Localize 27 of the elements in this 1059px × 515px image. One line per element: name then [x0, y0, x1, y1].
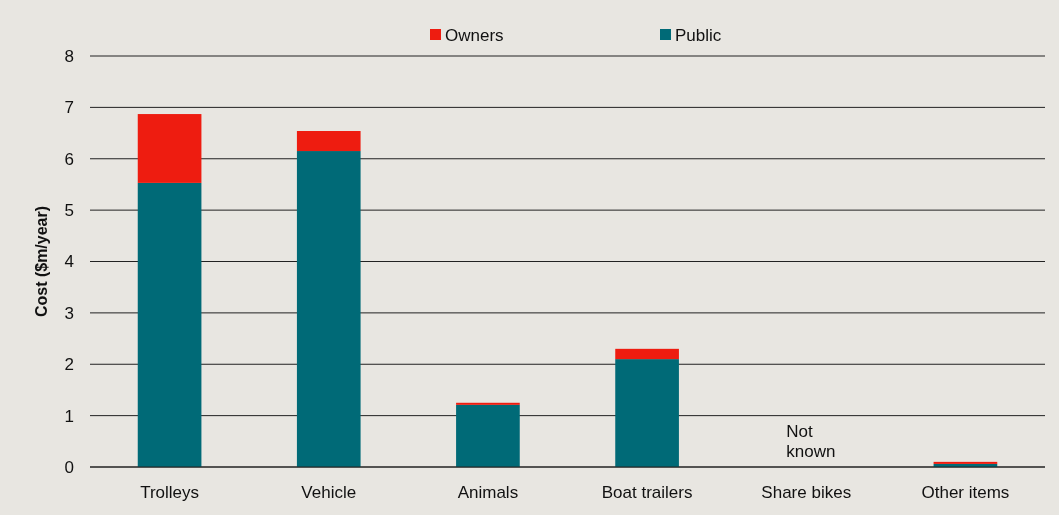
y-tick-label: 1 [64, 406, 74, 426]
annotation: Not known [786, 422, 836, 462]
legend-label: Owners [445, 25, 504, 45]
bar [296, 131, 361, 152]
x-tick-label: Vehicle [301, 483, 357, 502]
x-tick-label: Trolleys [140, 483, 200, 502]
y-tick-label: 0 [64, 457, 74, 477]
y-tick-label: 4 [64, 252, 74, 272]
y-tick-label: 8 [64, 46, 74, 66]
bar [615, 359, 679, 467]
x-tick-label: Share bikes [761, 483, 852, 502]
y-tick-label: 3 [64, 303, 74, 323]
y-tick-label: 6 [64, 149, 74, 169]
bar [296, 151, 361, 467]
bar [456, 402, 520, 405]
y-tick-label: 2 [64, 355, 74, 375]
bar [137, 114, 202, 183]
y-tick-label: 5 [64, 201, 74, 221]
y-axis-title: Cost ($m/year) [33, 205, 50, 318]
y-tick-label: 7 [64, 98, 74, 118]
x-tick-label: Other items [921, 483, 1010, 502]
bar [137, 182, 202, 467]
x-tick-label: Animals [457, 483, 519, 502]
bar [456, 404, 520, 467]
legend-label: Public [675, 25, 722, 45]
bar [615, 348, 679, 360]
x-tick-label: Boat trailers [601, 483, 693, 502]
